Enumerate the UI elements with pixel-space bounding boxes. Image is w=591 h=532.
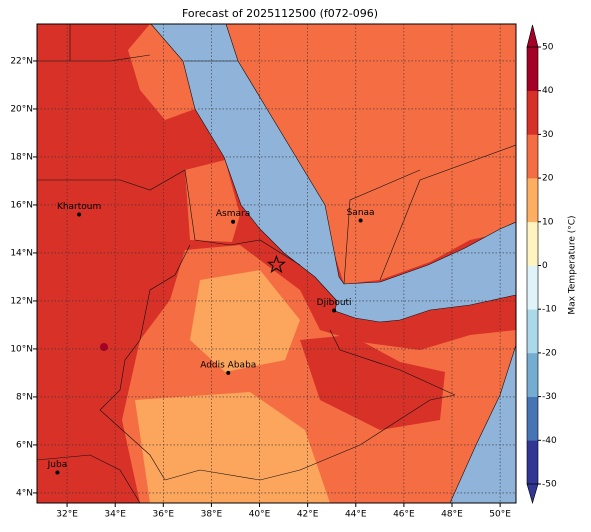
- x-tick-label: 34°E: [104, 510, 126, 520]
- title: Forecast of 2025112500 (f072-096): [182, 7, 378, 20]
- y-tick-label: 4°N: [16, 488, 33, 498]
- colorbar-tick-label: 10: [542, 217, 554, 227]
- city-label: Asmara: [216, 209, 250, 219]
- x-tick-label: 48°E: [441, 510, 463, 520]
- x-tick-label: 40°E: [249, 510, 271, 520]
- city-dot: [358, 218, 363, 223]
- x-tick-label: 38°E: [201, 510, 223, 520]
- colorbar-tick-label: 30: [542, 130, 554, 140]
- colorbar-band: [527, 309, 538, 354]
- colorbar-tick-label: -10: [542, 305, 557, 315]
- map-frame: [36, 23, 517, 504]
- y-tick-label: 12°N: [10, 296, 33, 306]
- colorbar-band: [527, 221, 538, 266]
- colorbar-tick-label: 20: [542, 174, 554, 184]
- colorbar-tick-label: 50: [542, 43, 554, 53]
- colorbar-band: [527, 178, 538, 223]
- colorbar-band: [527, 440, 538, 485]
- colorbar-tick-label: -30: [542, 392, 557, 402]
- colorbar-extend-bottom: [526, 483, 539, 505]
- city-dot: [332, 308, 337, 313]
- city-label: Juba: [47, 460, 68, 470]
- colorbar-extend-top: [526, 24, 539, 48]
- y-tick-label: 18°N: [10, 152, 33, 162]
- x-tick-label: 32°E: [56, 510, 78, 520]
- colorbar-band: [527, 265, 538, 310]
- colorbar-label: Max Temperature (°C): [568, 215, 578, 314]
- mild-zone: [190, 270, 300, 372]
- colorbar-band: [527, 396, 538, 441]
- colorbar-tick-label: -20: [542, 348, 557, 358]
- indian-ocean: [449, 344, 516, 503]
- x-tick-label: 42°E: [297, 510, 319, 520]
- y-tick-label: 10°N: [10, 344, 33, 354]
- city-label: Djibouti: [317, 298, 352, 308]
- map-field: [37, 24, 516, 503]
- city-dot: [231, 219, 236, 224]
- city-label: Sanaa: [347, 208, 375, 218]
- x-tick-label: 44°E: [345, 510, 367, 520]
- mild-zone: [135, 392, 330, 503]
- x-tick-label: 46°E: [393, 510, 415, 520]
- y-tick-label: 6°N: [16, 440, 33, 450]
- colorbar-tick-label: -50: [542, 480, 557, 490]
- city-label: Khartoum: [57, 202, 101, 212]
- colorbar-tick-label: 40: [542, 86, 554, 96]
- y-tick-label: 20°N: [10, 104, 33, 114]
- colorbar-band: [527, 352, 538, 397]
- y-tick-label: 14°N: [10, 248, 33, 258]
- x-tick-label: 36°E: [152, 510, 174, 520]
- graticule: 32°E 34°E 36°E 38°E 40°E 42°E 44°E 46°E 48°E 50°E…: [10, 24, 516, 520]
- city-label: Addis Ababa: [200, 360, 256, 370]
- hot-spot: [100, 343, 108, 351]
- y-tick-label: 8°N: [16, 392, 33, 402]
- y-tick-label: 16°N: [10, 200, 33, 210]
- x-tick-label: 50°E: [489, 510, 511, 520]
- colorbar-band: [527, 134, 538, 179]
- city-dot: [77, 212, 82, 217]
- warm-zone: [185, 160, 240, 242]
- y-tick-label: 22°N: [10, 56, 33, 66]
- warm-zone: [226, 24, 516, 284]
- red-sea-gulf-of-aden: [150, 24, 516, 323]
- city-dot: [55, 470, 60, 475]
- colorbar-band: [527, 90, 538, 135]
- colorbar-tick-label: -40: [542, 436, 557, 446]
- star-marker: [266, 254, 286, 273]
- colorbar-tick-label: 0: [542, 261, 548, 271]
- colorbar: -50 -40 -30 -20 -10 0 10 20 30 40 50: [526, 24, 557, 505]
- country-borders: [37, 24, 516, 503]
- colorbar-band: [527, 47, 538, 91]
- hot-zone: [300, 335, 445, 430]
- city-dot: [226, 370, 231, 375]
